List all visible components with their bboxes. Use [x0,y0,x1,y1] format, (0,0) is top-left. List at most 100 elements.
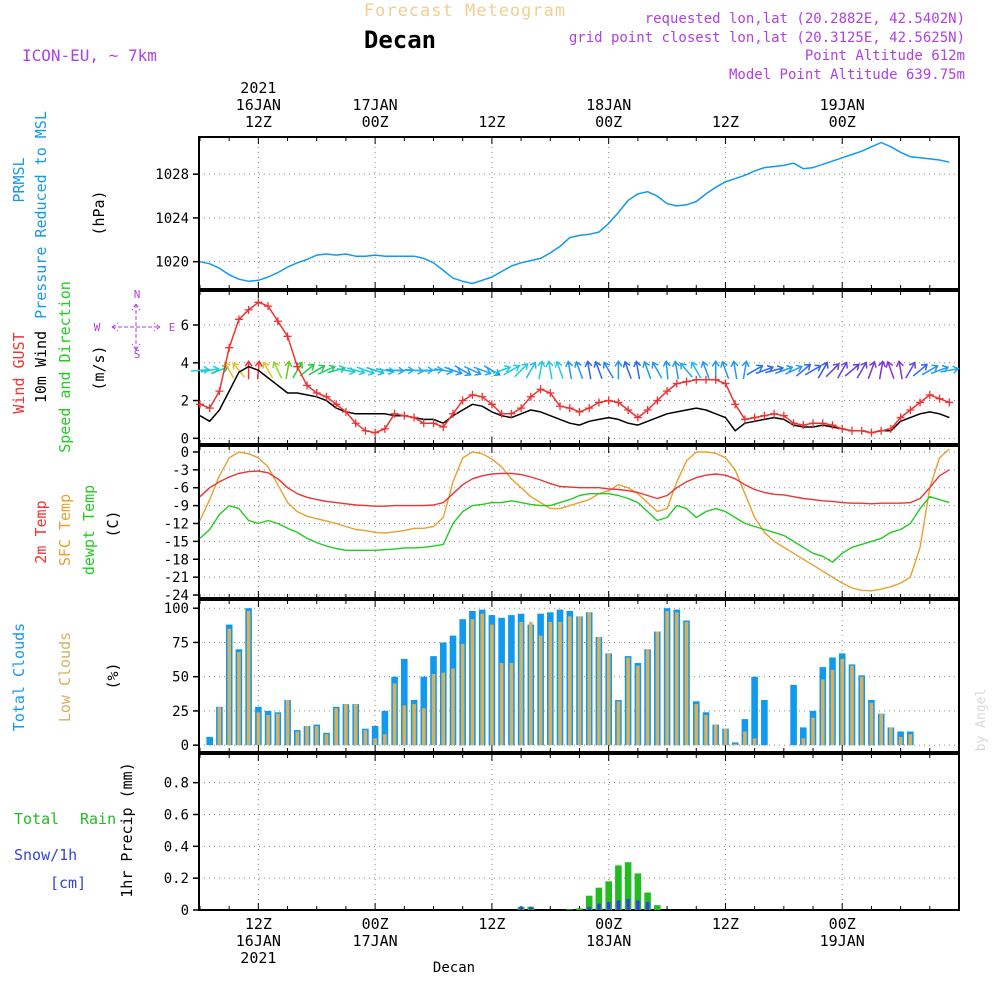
y-tick-label: 1020 [155,255,189,271]
snow-bar [606,902,611,910]
top-time-label: 16JAN [236,96,281,114]
wind-direction-arrow [633,360,642,380]
y-tick-label: -9 [172,499,189,515]
wind-direction-arrow [584,360,593,380]
snow-bar [645,902,650,910]
wind-gust-marker [556,402,565,411]
rain-bar [605,881,612,910]
wind-direction-arrow [905,361,917,379]
total-cloud-bar [381,710,389,746]
wind-direction-arrow [912,363,928,377]
wind-direction-arrow [775,364,794,375]
wind-direction-arrow [614,359,623,380]
wind-gust-marker [604,396,613,405]
wind-gust-marker [380,424,389,433]
panel-frame [198,599,960,753]
direction-label: Speed and Direction [56,281,74,453]
bottom-time-label: 00Z [595,915,622,933]
pressure-unit: (hPa) [90,190,108,235]
low-cloud-bar [412,704,416,746]
wind-gust-marker [371,428,380,437]
wind-direction-arrow [272,360,283,379]
wind-gust-marker [877,426,886,435]
wind-gust-marker [565,404,574,413]
low-cloud-bar [470,619,475,746]
wind-direction-arrow [825,363,840,378]
low-cloud-bar [898,736,903,746]
y-tick-label: 0.6 [164,807,189,823]
pressure-sublabel: Pressure Reduced to MSL [32,111,50,319]
y-tick-label: 0.4 [164,839,189,855]
wind-gust-marker [254,298,263,307]
low-clouds-label: Low Clouds [56,632,74,722]
low-cloud-bar [295,731,300,746]
temperature-unit: (C) [104,510,122,537]
low-cloud-bar [908,734,913,746]
wind-gust-marker [410,413,419,422]
wind-gust-marker [731,400,740,409]
wind-direction-arrow [473,366,492,376]
top-time-label: 00Z [595,113,622,131]
wind-gust-marker [653,396,662,405]
snow-bar [587,906,591,910]
y-tick-label: 0 [181,903,189,919]
wind-direction-arrow [700,360,710,380]
snow-bar [529,906,533,910]
low-cloud-bar [830,669,835,746]
wind-gust-marker [273,317,282,326]
wind-direction-arrow [856,361,868,379]
panel-clouds: 0 25 50 75 100 [164,599,960,754]
wind-gust-marker [303,381,312,390]
wind-gust-marker [234,315,243,324]
wind-direction-arrow [327,365,347,374]
low-cloud-bar [266,715,270,746]
low-cloud-bar [616,701,621,746]
rain-bar [615,865,622,910]
wind-direction-arrow [804,364,822,376]
wind-direction-arrow [690,361,702,379]
panel-frame [198,445,960,599]
y-tick-label: 0 [181,445,189,461]
wind-gust-marker [886,424,895,433]
wind-gust-marker [487,400,496,409]
wind-gust-marker [740,415,749,424]
low-cloud-bar [626,657,630,746]
pressure-line [199,141,950,285]
footer-location: Decan [433,960,475,976]
top-time-label: 19JAN [820,96,865,114]
wind-gust-marker [244,305,253,314]
wind-speed-line [199,365,950,434]
wind-unit: (m/s) [90,345,108,390]
wind-gust-marker [429,419,438,428]
low-cloud-bar [558,621,562,746]
wind-direction-arrow [940,365,960,374]
wind-direction-arrow [679,362,693,378]
wind-gust-marker [400,411,409,420]
y-tick-label: -3 [172,463,189,479]
low-cloud-bar [499,663,504,746]
wind-direction-arrow [444,366,463,376]
top-time-label: 12Z [478,113,505,131]
y-tick-label: 1024 [155,211,189,227]
wind-gust-marker [322,392,331,401]
wind-direction-arrow [463,365,482,376]
compass-rose: W E N S [94,288,176,361]
wind-gust-marker [663,387,672,396]
wind-gust-marker [847,426,856,435]
wind-direction-arrow [284,360,293,380]
wind-gust-marker [439,423,448,431]
y-tick-label: 0 [181,738,189,754]
wind-direction-arrow [785,364,803,375]
wind-direction-arrow [232,362,246,378]
wind-gust-marker [478,392,487,401]
sfc-temp-line [199,448,950,592]
bottom-time-label: 19JAN [820,932,865,950]
low-cloud-bar [675,612,679,746]
low-cloud-bar [801,738,806,746]
top-time-label: 2021 [240,79,276,97]
y-tick-label: 75 [172,635,189,651]
bottom-time-label: 00Z [362,915,389,933]
wind-gust-marker [585,404,594,413]
total-cloud-bar [731,742,739,746]
